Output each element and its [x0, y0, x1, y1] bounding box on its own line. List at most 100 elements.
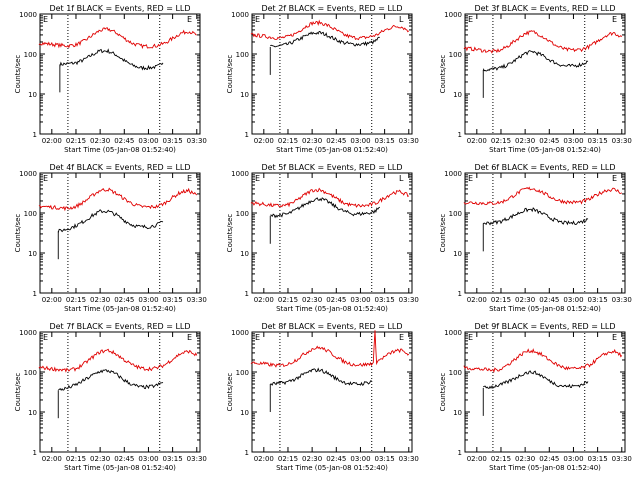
y-axis-label: Counts/sec [439, 373, 447, 412]
x-tick-label: 03:00 [350, 455, 370, 463]
x-axis-label: Start Time (05-Jan-08 01:52:40) [64, 305, 176, 313]
marker-letter: E [612, 333, 617, 342]
y-tick-label: 1000 [444, 329, 462, 337]
panel-title: Det 1f BLACK = Events, RED = LLD [49, 4, 190, 13]
x-tick-label: 02:30 [90, 137, 110, 145]
marker-letter: E [187, 15, 192, 24]
panel-title: Det 2f BLACK = Events, RED = LLD [261, 4, 402, 13]
x-tick-label: 03:00 [563, 137, 583, 145]
marker-letter: E [612, 174, 617, 183]
panel-title: Det 7f BLACK = Events, RED = LLD [49, 322, 190, 331]
marker-letter: E [43, 15, 48, 24]
x-tick-label: 02:00 [254, 455, 274, 463]
panel-det-1: Det 1f BLACK = Events, RED = LLD 1 10 100 10… [14, 4, 207, 154]
y-tick-label: 100 [236, 369, 249, 377]
x-tick-label: 02:15 [491, 296, 511, 304]
lld-series-line [250, 187, 410, 208]
plot-frame [39, 331, 201, 453]
x-tick-label: 03:00 [563, 296, 583, 304]
lld-series-line [38, 27, 197, 50]
marker-letter: E [468, 174, 473, 183]
y-tick-label: 1000 [231, 170, 249, 178]
plot-frame [251, 172, 413, 294]
y-tick-label: 1000 [444, 11, 462, 19]
y-axis-label: Counts/sec [439, 214, 447, 253]
x-tick-label: 02:30 [515, 137, 535, 145]
panel-det-4: Det 4f BLACK = Events, RED = LLD 1 10 100 10… [14, 163, 207, 313]
y-tick-label: 10 [453, 91, 462, 99]
y-tick-label: 1000 [231, 11, 249, 19]
panel-det-6: Det 6f BLACK = Events, RED = LLD 1 10 100 10… [439, 163, 632, 313]
plot-frame [464, 172, 626, 294]
x-tick-label: 02:15 [491, 137, 511, 145]
x-tick-label: 03:15 [163, 296, 183, 304]
panel-det-2: Det 2f BLACK = Events, RED = LLD 1 10 100 10… [226, 4, 419, 154]
x-tick-label: 03:00 [563, 455, 583, 463]
y-tick-label: 1 [33, 290, 37, 298]
y-tick-label: 100 [24, 210, 37, 218]
x-tick-label: 03:00 [138, 455, 158, 463]
marker-letter: E [187, 333, 192, 342]
x-tick-label: 03:15 [588, 296, 608, 304]
y-tick-label: 1 [458, 290, 462, 298]
y-tick-label: 1000 [231, 329, 249, 337]
x-tick-label: 03:30 [187, 455, 207, 463]
x-tick-label: 02:45 [326, 296, 346, 304]
y-tick-label: 100 [449, 369, 462, 377]
panel-det-9: Det 9f BLACK = Events, RED = LLD 1 10 100 10… [439, 322, 632, 472]
y-tick-label: 10 [453, 250, 462, 258]
x-tick-label: 03:15 [163, 455, 183, 463]
events-series-line [58, 369, 164, 391]
lld-series-line [250, 330, 410, 368]
marker-letter: E [468, 333, 473, 342]
lld-series-line [463, 348, 623, 373]
x-tick-label: 02:00 [467, 137, 487, 145]
lld-series-line [463, 186, 623, 206]
panel-title: Det 8f BLACK = Events, RED = LLD [261, 322, 402, 331]
y-tick-label: 1 [458, 449, 462, 457]
y-tick-label: 10 [240, 409, 249, 417]
x-axis-label: Start Time (05-Jan-08 01:52:40) [276, 305, 388, 313]
x-tick-label: 03:15 [163, 137, 183, 145]
events-series-line [483, 370, 589, 390]
y-tick-label: 100 [236, 51, 249, 59]
x-tick-label: 03:00 [350, 137, 370, 145]
y-axis-label: Counts/sec [226, 373, 234, 412]
x-tick-label: 03:30 [187, 137, 207, 145]
y-tick-label: 100 [449, 210, 462, 218]
x-tick-label: 02:45 [114, 296, 134, 304]
y-tick-label: 1000 [19, 329, 37, 337]
plot-frame [251, 13, 413, 135]
y-tick-label: 1000 [19, 11, 37, 19]
events-series-line [59, 48, 164, 71]
panel-det-5: Det 5f BLACK = Events, RED = LLD 1 10 100 10… [226, 163, 419, 313]
x-tick-label: 02:30 [90, 296, 110, 304]
x-tick-label: 03:00 [350, 296, 370, 304]
x-tick-label: 02:00 [467, 455, 487, 463]
x-tick-label: 03:30 [399, 455, 419, 463]
plot-frame [251, 331, 413, 453]
y-tick-label: 100 [236, 210, 249, 218]
x-axis-label: Start Time (05-Jan-08 01:52:40) [489, 305, 601, 313]
y-tick-label: 10 [28, 409, 37, 417]
x-tick-label: 02:45 [114, 455, 134, 463]
events-series-line [270, 197, 381, 219]
x-tick-label: 03:30 [612, 455, 632, 463]
panel-title: Det 4f BLACK = Events, RED = LLD [49, 163, 190, 172]
x-tick-label: 02:30 [302, 137, 322, 145]
x-tick-label: 02:00 [467, 296, 487, 304]
x-tick-label: 03:15 [588, 137, 608, 145]
y-tick-label: 100 [24, 51, 37, 59]
x-tick-label: 02:15 [278, 296, 298, 304]
x-tick-label: 02:30 [515, 455, 535, 463]
x-tick-label: 03:30 [612, 137, 632, 145]
x-tick-label: 02:45 [114, 137, 134, 145]
y-tick-label: 1 [245, 449, 249, 457]
x-tick-label: 03:15 [375, 296, 395, 304]
panel-title: Det 6f BLACK = Events, RED = LLD [474, 163, 615, 172]
x-tick-label: 02:30 [302, 455, 322, 463]
x-tick-label: 02:00 [254, 137, 274, 145]
x-tick-label: 02:30 [302, 296, 322, 304]
x-axis-label: Start Time (05-Jan-08 01:52:40) [64, 464, 176, 472]
x-tick-label: 02:45 [539, 455, 559, 463]
